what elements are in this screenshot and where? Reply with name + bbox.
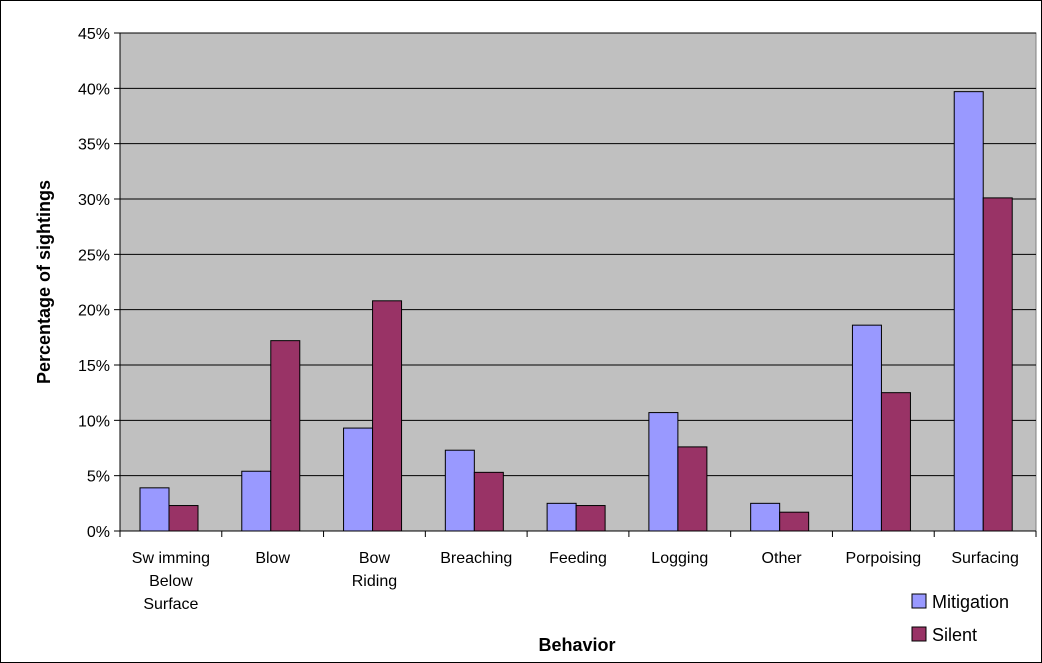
- x-tick-label: Sw imming Below Surface: [132, 550, 210, 613]
- y-tick-label: 15%: [78, 358, 110, 375]
- y-tick-label: 45%: [78, 26, 110, 43]
- bar-silent: [982, 197, 1013, 532]
- y-tick-label: 35%: [78, 137, 110, 154]
- bar-mitigation: [851, 324, 882, 532]
- bars: [139, 91, 1013, 532]
- legend-swatch-mitigation: [911, 593, 927, 609]
- bar-mitigation: [750, 502, 781, 532]
- bar-silent: [473, 471, 504, 532]
- y-tick-label: 30%: [78, 192, 110, 209]
- bar-mitigation: [546, 502, 577, 532]
- bar-silent: [779, 511, 810, 532]
- x-axis-title: Behavior: [538, 635, 615, 655]
- axes: [119, 33, 1037, 537]
- y-tick-labels: 0% 5% 10% 15% 20% 25% 30% 35% 40% 45%: [78, 26, 110, 541]
- y-tick-label: 0%: [87, 524, 110, 541]
- bar-mitigation: [241, 470, 272, 532]
- bar-mitigation: [139, 487, 170, 532]
- y-tick-label: 10%: [78, 413, 110, 430]
- y-tick-label: 25%: [78, 247, 110, 264]
- x-tick-label: Other: [762, 550, 803, 567]
- legend: Mitigation Silent: [911, 592, 1009, 645]
- bar-mitigation: [343, 427, 374, 532]
- legend-label-mitigation: Mitigation: [932, 592, 1009, 612]
- y-axis-title: Percentage of sightings: [34, 180, 54, 384]
- y-tick-label: 20%: [78, 303, 110, 320]
- x-tick-labels: Sw imming Below Surface Blow Bow Riding Breach…: [132, 550, 1019, 613]
- bar-mitigation: [444, 449, 475, 532]
- bar-silent: [880, 392, 911, 532]
- x-tick-label: Blow: [255, 550, 290, 567]
- bar-silent: [677, 446, 708, 532]
- x-tick-label: Porpoising: [846, 550, 922, 567]
- bar-mitigation: [953, 91, 984, 532]
- bar-mitigation: [648, 412, 679, 532]
- legend-label-silent: Silent: [932, 625, 977, 645]
- bar-silent: [575, 505, 606, 532]
- bar-silent: [270, 340, 301, 532]
- x-tick-label: Feeding: [549, 550, 607, 567]
- y-tick-label: 40%: [78, 81, 110, 98]
- x-tick-label: Logging: [651, 550, 708, 567]
- legend-swatch-silent: [911, 626, 927, 642]
- x-tick-label: Bow Riding: [352, 550, 397, 590]
- x-tick-label: Surfacing: [951, 550, 1019, 567]
- y-tick-label: 5%: [87, 469, 110, 486]
- bar-silent: [168, 505, 199, 532]
- bar-silent: [372, 300, 403, 532]
- x-tick-label: Breaching: [440, 550, 512, 567]
